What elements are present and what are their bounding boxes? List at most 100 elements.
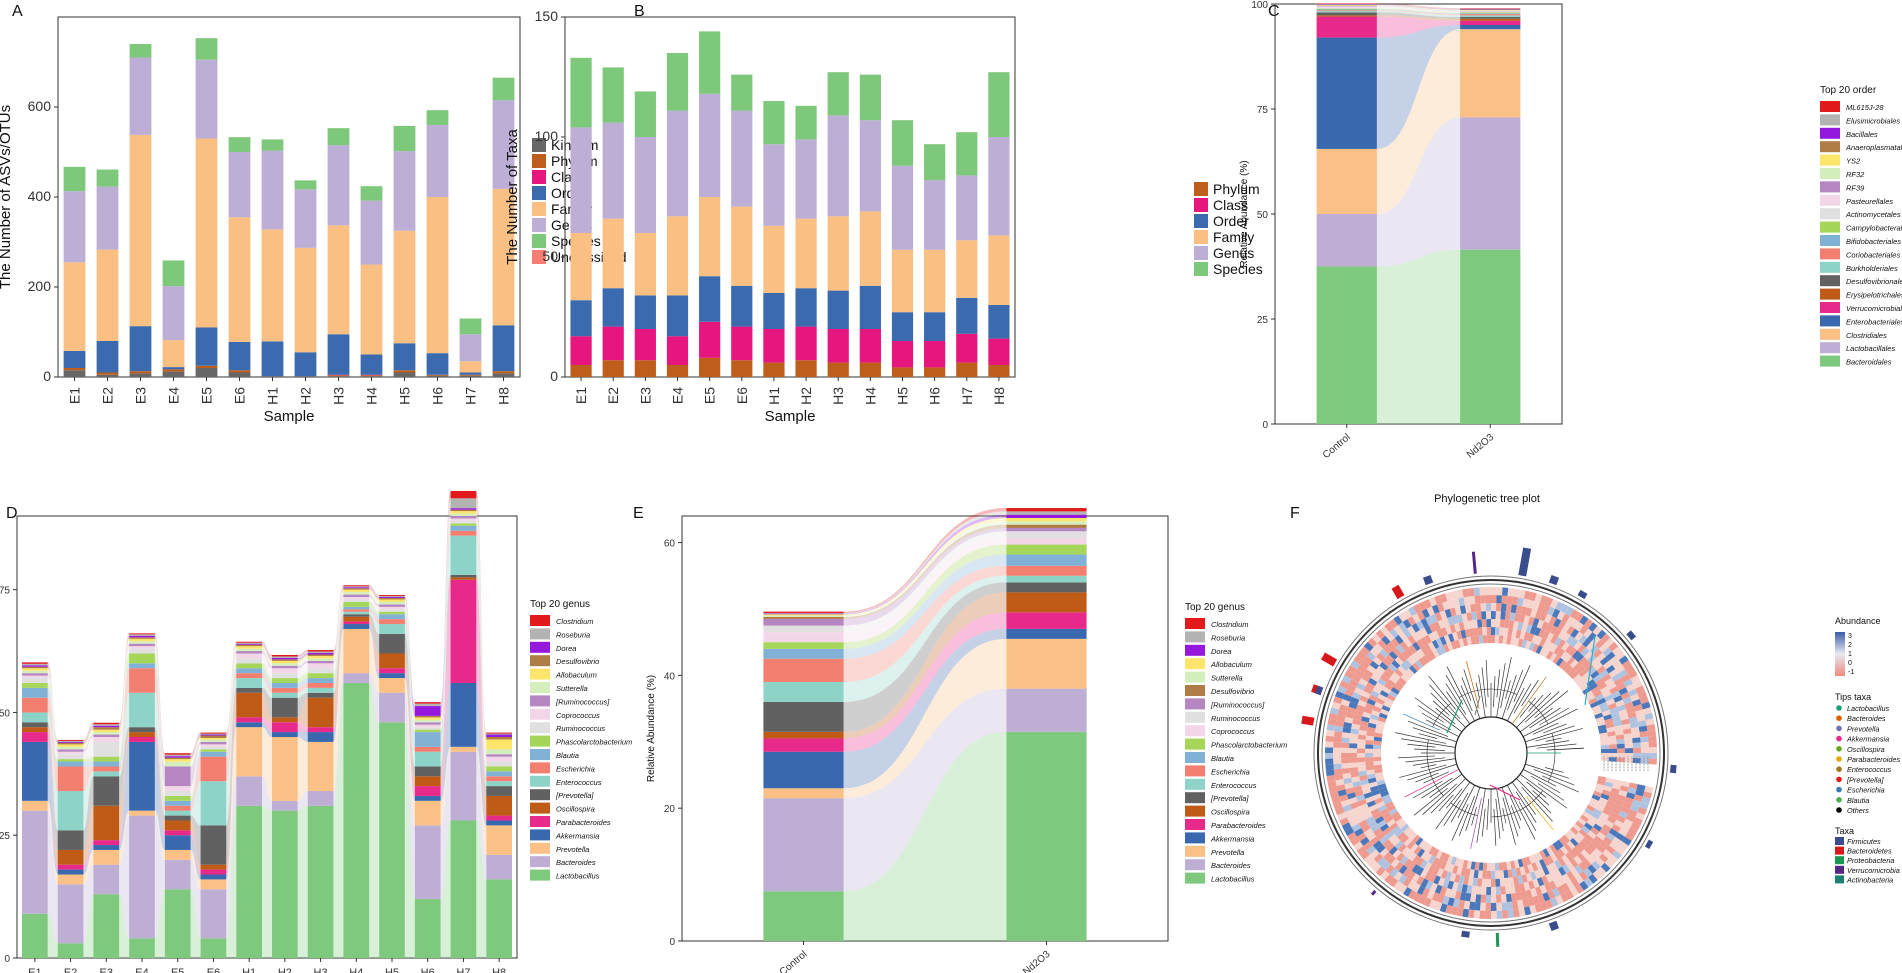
legend-label: ML615J-28: [1846, 103, 1884, 112]
flow-blautia: [369, 606, 380, 620]
heatmap-cell: [1525, 607, 1533, 617]
heatmap-cell: [1529, 591, 1537, 602]
x-tick-label: E2: [100, 387, 116, 404]
bar-species-e4: [162, 260, 185, 287]
bar-species-h5: [891, 120, 914, 166]
flow-lactobacillus: [83, 894, 94, 958]
bar-enterococcus-h2: [272, 692, 298, 698]
legend-swatch: [530, 695, 550, 707]
bar-parabacteroides-h6: [414, 786, 441, 796]
tree-branch: [1435, 781, 1471, 830]
heatmap-cell: [1411, 623, 1420, 633]
bar-parabacteroides-e1: [22, 732, 48, 742]
flow-phascolarctobacterium: [190, 749, 201, 801]
tree-branch: [1463, 669, 1481, 719]
heatmap-cell: [1412, 613, 1421, 624]
flow-enterococcus: [154, 692, 165, 816]
heatmap-cell: [1591, 860, 1601, 871]
heatmap-cell: [1458, 858, 1465, 868]
bar-genus-h1: [261, 150, 284, 230]
heatmap-cell: [1349, 757, 1358, 763]
heatmap-cell: [1382, 839, 1392, 849]
heatmap-cell: [1370, 824, 1380, 833]
tree-branch: [1478, 674, 1486, 718]
heatmap-cell: [1354, 709, 1364, 717]
heatmap-cell: [1354, 789, 1364, 797]
bar-bacteroides-e6: [200, 889, 227, 939]
bar-[ruminococcus]-e2: [57, 749, 84, 752]
heatmap-cell: [1596, 665, 1606, 675]
bar-bacteroides-h3: [307, 791, 334, 806]
bar-oscillospira-e6: [200, 864, 227, 870]
legend-swatch: [1820, 315, 1840, 327]
heatmap-cell: [1467, 587, 1475, 597]
heatmap-cell: [1624, 743, 1633, 749]
heatmap-cell: [1425, 615, 1434, 626]
y-axis-label: Relative Abundance (%): [1239, 160, 1250, 267]
heatmap-cell: [1584, 808, 1594, 816]
heatmap-cell: [1597, 775, 1607, 782]
heatmap-cell: [1618, 669, 1628, 678]
flow-roseburia: [843, 511, 1007, 614]
heatmap-cell: [1539, 850, 1547, 860]
heatmap-cell: [1482, 635, 1488, 644]
heatmap-cell: [1406, 668, 1415, 677]
legend-tick: -1: [1848, 669, 1854, 676]
heatmap-cell: [1404, 849, 1414, 859]
bar-family-h1: [763, 225, 785, 293]
heatmap-cell: [1426, 606, 1435, 616]
bar-prevotella-nd2o3: [1006, 638, 1087, 689]
heatmap-cell: [1351, 776, 1360, 783]
bar-lactobacillus-h1: [236, 805, 262, 958]
flow-escherichia: [333, 609, 344, 688]
heatmap-cell: [1588, 697, 1598, 705]
heatmap-cell: [1350, 728, 1360, 735]
heatmap-cell: [1625, 814, 1636, 823]
legend-swatch: [1820, 194, 1840, 206]
heatmap-cell: [1420, 627, 1429, 637]
heatmap-cell: [1416, 875, 1425, 886]
bar-family-h3: [827, 216, 849, 291]
x-tick-label: E4: [135, 967, 148, 973]
bar-class-e6: [731, 326, 753, 361]
heatmap-cell: [1391, 672, 1401, 681]
heatmap-cell: [1624, 665, 1635, 674]
heatmap-cell: [1600, 753, 1609, 758]
tree-branch: [1438, 794, 1454, 812]
heatmap-cell: [1428, 855, 1436, 865]
tree-branch: [1511, 781, 1536, 815]
heatmap-cell: [1420, 646, 1429, 656]
bar-escherichia-h8: [486, 776, 512, 782]
heatmap-cell: [1475, 894, 1482, 903]
heatmap-cell: [1505, 603, 1512, 613]
heatmap-cell: [1491, 635, 1496, 644]
bar-[prevotella]-e4: [129, 727, 155, 733]
heatmap-cell: [1518, 614, 1526, 623]
heatmap-cell: [1382, 670, 1392, 679]
heatmap-cell: [1341, 737, 1350, 744]
heatmap-cell: [1447, 599, 1455, 609]
bar-[ruminococcus]-h2: [272, 665, 298, 669]
heatmap-cell: [1561, 641, 1570, 652]
flow-bacteroidales: [1376, 249, 1461, 424]
heatmap-cell: [1599, 840, 1610, 850]
bar-phylum-h1: [763, 362, 785, 377]
heatmap-cell: [1398, 864, 1408, 875]
heatmap-cell: [1440, 869, 1448, 879]
legend-label: Enterococcus: [1211, 781, 1257, 790]
abundance-bar: [1461, 930, 1470, 938]
bar-phylum-h3: [827, 362, 849, 377]
flow-blautia: [440, 525, 451, 747]
bar-sutterella-h1: [236, 648, 262, 652]
tree-branch: [1513, 665, 1531, 702]
bar-[prevotella]-e5: [164, 815, 191, 821]
heatmap-cell: [1550, 599, 1559, 609]
y-tick-label: 0: [43, 368, 51, 384]
flow-dorea: [440, 508, 451, 716]
heatmap-cell: [1604, 694, 1614, 702]
x-tick-label: H6: [421, 967, 435, 973]
bar-genus-h4: [360, 200, 383, 265]
heatmap-cell: [1413, 845, 1422, 855]
legend-swatch: [1820, 154, 1840, 166]
flow-akkermansia: [369, 624, 380, 679]
